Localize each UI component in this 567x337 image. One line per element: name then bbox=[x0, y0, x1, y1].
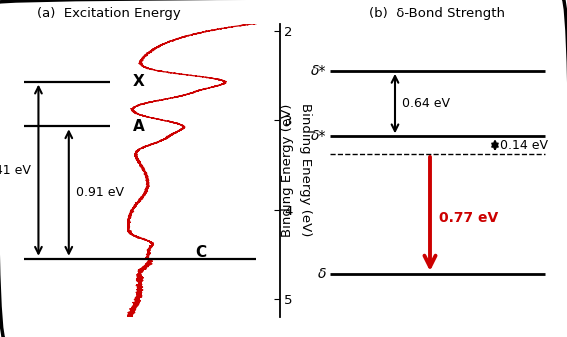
Text: 0.91 eV: 0.91 eV bbox=[76, 186, 124, 199]
Text: δ: δ bbox=[318, 267, 326, 281]
Text: 1.41 eV: 1.41 eV bbox=[0, 164, 31, 177]
Text: 0.14 eV: 0.14 eV bbox=[500, 139, 548, 152]
Title: (a)  Excitation Energy: (a) Excitation Energy bbox=[37, 7, 181, 20]
Text: A: A bbox=[133, 119, 145, 134]
Title: (b)  δ-Bond Strength: (b) δ-Bond Strength bbox=[370, 7, 506, 20]
Text: 0.64 eV: 0.64 eV bbox=[403, 97, 451, 110]
Text: Binding Energy (eV): Binding Energy (eV) bbox=[281, 103, 294, 237]
Y-axis label: Binding Energy (eV): Binding Energy (eV) bbox=[299, 103, 312, 237]
Text: 0.77 eV: 0.77 eV bbox=[439, 211, 498, 225]
Text: δ*: δ* bbox=[311, 64, 326, 78]
Text: δ*: δ* bbox=[311, 129, 326, 143]
Text: C: C bbox=[196, 245, 207, 260]
Text: X: X bbox=[133, 74, 145, 89]
